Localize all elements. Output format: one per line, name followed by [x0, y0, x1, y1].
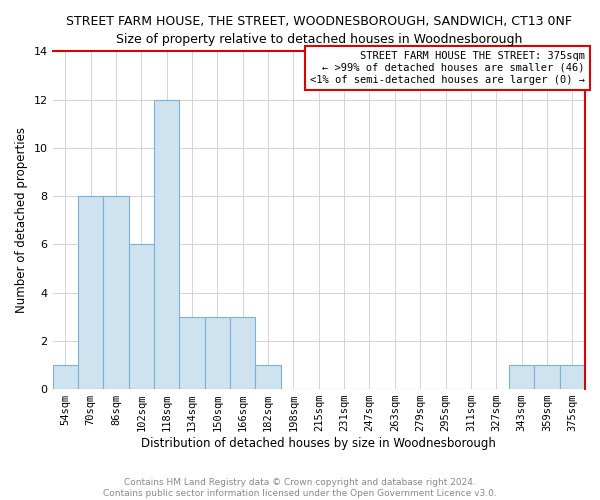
Bar: [534, 365, 560, 389]
Bar: [230, 316, 256, 389]
Bar: [78, 196, 103, 389]
Bar: [154, 100, 179, 389]
Bar: [509, 365, 534, 389]
Text: Contains HM Land Registry data © Crown copyright and database right 2024.
Contai: Contains HM Land Registry data © Crown c…: [103, 478, 497, 498]
Text: STREET FARM HOUSE THE STREET: 375sqm
← >99% of detached houses are smaller (46)
: STREET FARM HOUSE THE STREET: 375sqm ← >…: [310, 52, 585, 84]
Bar: [179, 316, 205, 389]
Title: STREET FARM HOUSE, THE STREET, WOODNESBOROUGH, SANDWICH, CT13 0NF
Size of proper: STREET FARM HOUSE, THE STREET, WOODNESBO…: [66, 15, 572, 46]
Bar: [560, 365, 585, 389]
Bar: [53, 365, 78, 389]
Y-axis label: Number of detached properties: Number of detached properties: [15, 127, 28, 313]
X-axis label: Distribution of detached houses by size in Woodnesborough: Distribution of detached houses by size …: [142, 437, 496, 450]
Bar: [205, 316, 230, 389]
Bar: [128, 244, 154, 389]
Bar: [256, 365, 281, 389]
Bar: [103, 196, 128, 389]
